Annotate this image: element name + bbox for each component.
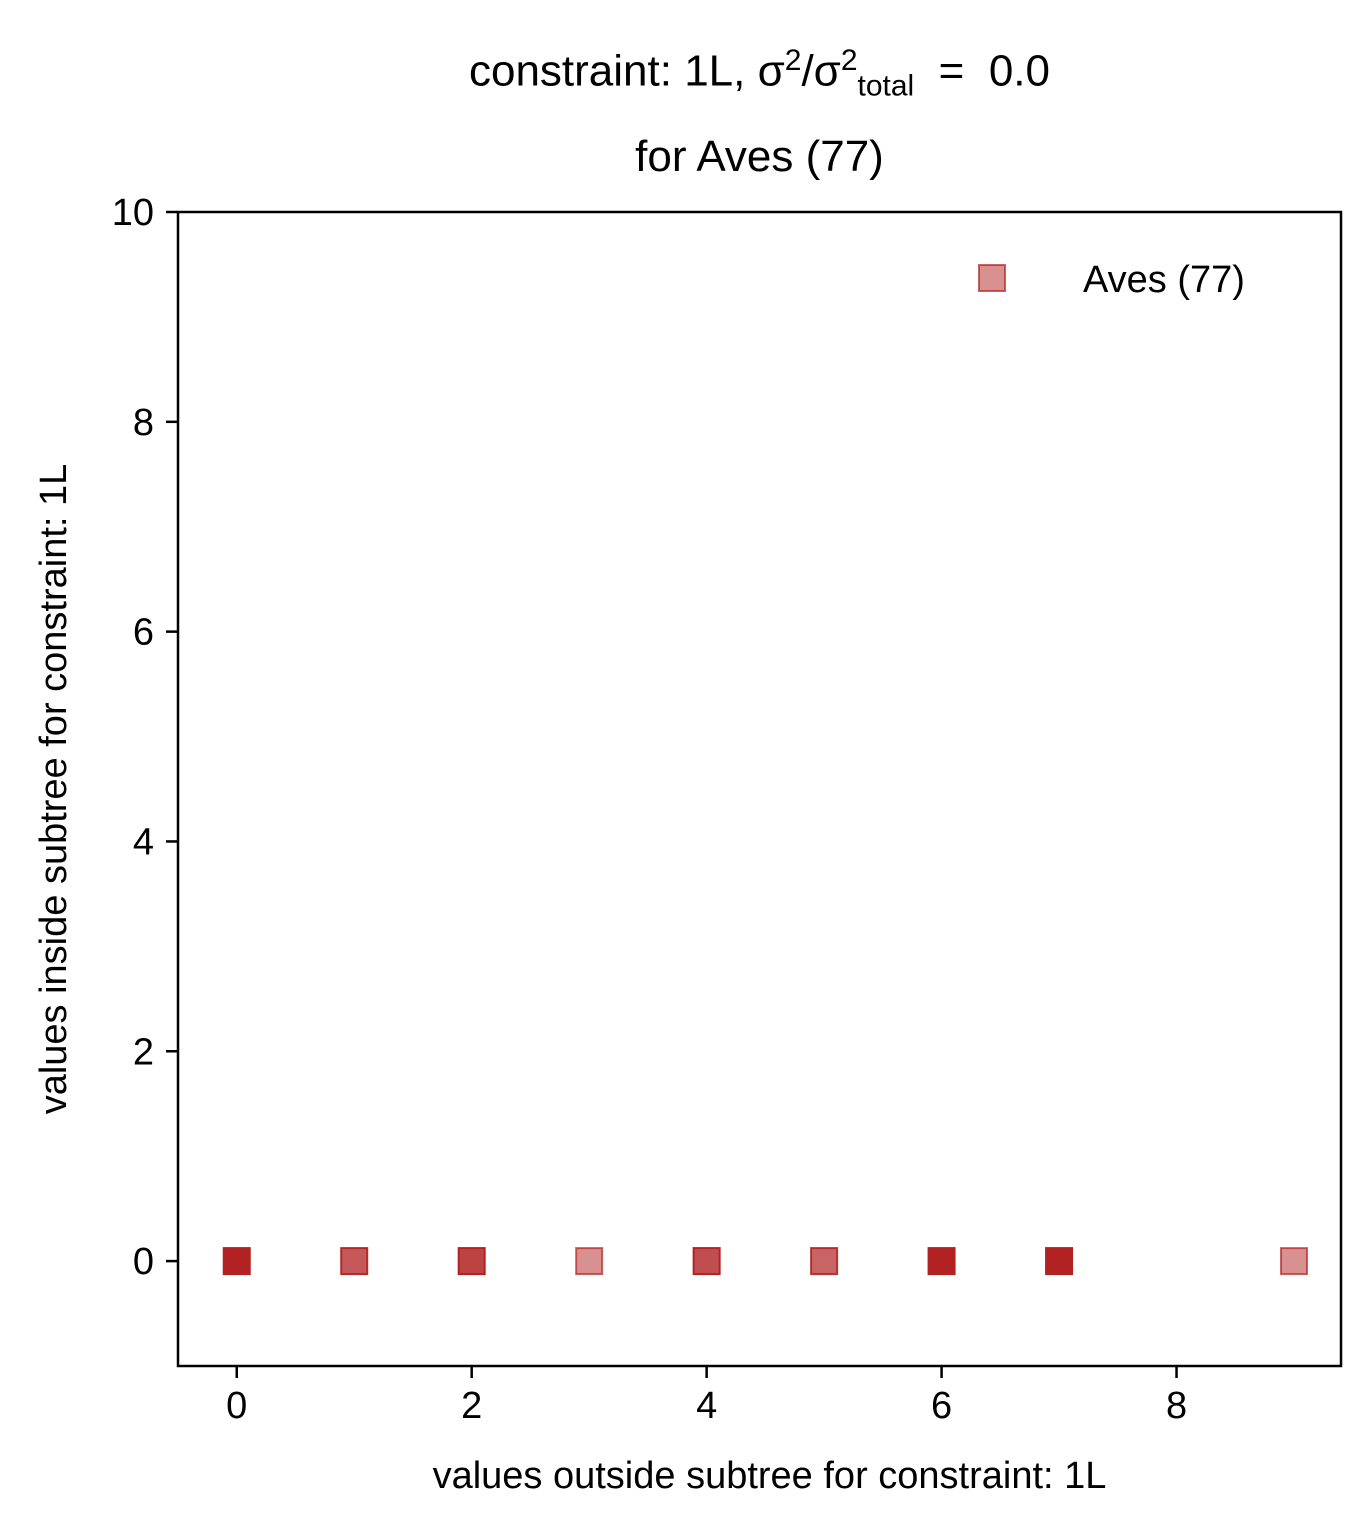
data-point bbox=[457, 1247, 486, 1276]
title-mid: /σ bbox=[801, 46, 841, 96]
data-point bbox=[222, 1247, 251, 1276]
plot-frame bbox=[176, 210, 1343, 1368]
data-point bbox=[810, 1247, 839, 1276]
chart-subtitle: for Aves (77) bbox=[635, 132, 884, 181]
title-sup-2: 2 bbox=[840, 44, 858, 77]
title-sup-1: 2 bbox=[784, 44, 802, 77]
title-sub: total bbox=[857, 69, 915, 103]
x-tick-label: 4 bbox=[696, 1385, 717, 1427]
data-point bbox=[927, 1247, 956, 1276]
x-axis-label: values outside subtree for constraint: 1… bbox=[433, 1455, 1107, 1497]
data-point bbox=[1045, 1247, 1074, 1276]
x-tick-label: 2 bbox=[461, 1385, 482, 1427]
y-tick-label: 10 bbox=[112, 192, 154, 234]
title-suffix: = 0.0 bbox=[914, 46, 1050, 96]
data-point bbox=[692, 1247, 721, 1276]
data-point bbox=[1280, 1247, 1309, 1276]
data-point bbox=[575, 1247, 604, 1276]
chart-title: constraint: 1L, σ2/σ2total = 0.0 bbox=[178, 44, 1341, 103]
title-prefix: constraint: 1L, σ bbox=[468, 46, 785, 96]
y-tick-label: 2 bbox=[133, 1031, 154, 1073]
legend-marker bbox=[978, 264, 1006, 292]
y-axis-label: values inside subtree for constraint: 1L bbox=[33, 464, 75, 1115]
y-tick-label: 6 bbox=[133, 612, 154, 654]
x-tick-label: 0 bbox=[226, 1385, 247, 1427]
legend-label: Aves (77) bbox=[1083, 259, 1245, 301]
data-point bbox=[340, 1247, 369, 1276]
y-tick-label: 4 bbox=[133, 821, 154, 863]
y-tick-label: 8 bbox=[133, 402, 154, 444]
x-tick-label: 8 bbox=[1166, 1385, 1187, 1427]
y-tick-label: 0 bbox=[133, 1241, 154, 1283]
x-tick-label: 6 bbox=[931, 1385, 952, 1427]
